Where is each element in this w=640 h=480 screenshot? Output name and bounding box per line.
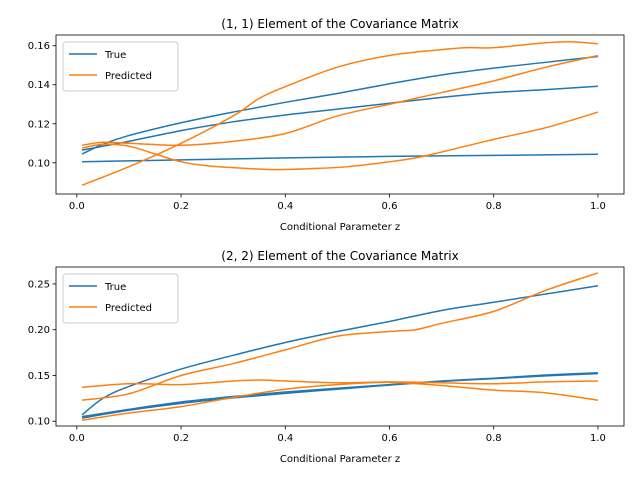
series-group <box>81 41 599 186</box>
predicted-series-line-2 <box>81 54 599 147</box>
series-group <box>81 272 599 422</box>
x-tick-label: 0.4 <box>277 433 293 444</box>
x-tick-label: 0.8 <box>486 433 502 444</box>
x-tick-label: 0.6 <box>382 433 398 444</box>
x-tick-label: 0.4 <box>277 201 293 212</box>
subplot-1-plot-area: 0.0 0.2 0.4 0.6 0.8 1.0 0.10 0.12 0.14 0.16 True Pr… <box>28 34 625 212</box>
predicted-series-line-2 <box>82 379 598 389</box>
x-tick-label: 0.6 <box>382 201 398 212</box>
subplot-2-x-axis-label: Conditional Parameter z <box>280 454 400 465</box>
predicted-series-line-3 <box>81 381 599 422</box>
predicted-series-line-3 <box>81 111 599 171</box>
y-tick-label: 0.12 <box>28 119 50 130</box>
subplot-2-title: (2, 2) Element of the Covariance Matrix <box>221 249 458 263</box>
x-tick-label: 0.2 <box>173 433 189 444</box>
x-tick-label: 1.0 <box>590 201 606 212</box>
y-tick-label: 0.25 <box>28 279 50 290</box>
subplot-1-title: (1, 1) Element of the Covariance Matrix <box>221 17 458 31</box>
y-tick-label: 0.10 <box>28 158 50 169</box>
subplot-1-x-axis-label: Conditional Parameter z <box>280 222 400 233</box>
true-series-line-3 <box>81 372 598 419</box>
axes-frame <box>55 34 625 195</box>
x-tick-label: 0.2 <box>173 201 189 212</box>
legend-label-true: True <box>104 282 126 293</box>
true-series-line-2 <box>81 85 598 151</box>
y-tick-label: 0.20 <box>28 325 50 336</box>
x-tick-label: 0.0 <box>69 201 85 212</box>
subplot-2-plot-area: 0.0 0.2 0.4 0.6 0.8 1.0 0.10 0.15 0.20 0.25 True Pr… <box>28 266 625 444</box>
predicted-series-line-1 <box>81 41 598 186</box>
legend-label-predicted: Predicted <box>105 303 152 314</box>
subplot-1: (1, 1) Element of the Covariance Matrix … <box>28 17 625 233</box>
y-tick-label: 0.15 <box>28 371 50 382</box>
y-tick-label: 0.16 <box>28 41 50 52</box>
axes-frame <box>55 266 625 427</box>
true-series-line-1 <box>81 55 599 155</box>
y-tick-label: 0.14 <box>28 80 50 91</box>
subplot-2: (2, 2) Element of the Covariance Matrix … <box>28 249 625 465</box>
predicted-series-line-1 <box>81 272 599 401</box>
x-tick-label: 1.0 <box>590 433 606 444</box>
legend-label-true: True <box>104 50 126 61</box>
legend-label-predicted: Predicted <box>105 71 152 82</box>
true-series-line-1 <box>81 285 599 416</box>
true-series-line-3 <box>82 153 598 163</box>
y-tick-label: 0.10 <box>28 417 50 428</box>
x-tick-label: 0.8 <box>486 201 502 212</box>
x-tick-label: 0.0 <box>69 433 85 444</box>
